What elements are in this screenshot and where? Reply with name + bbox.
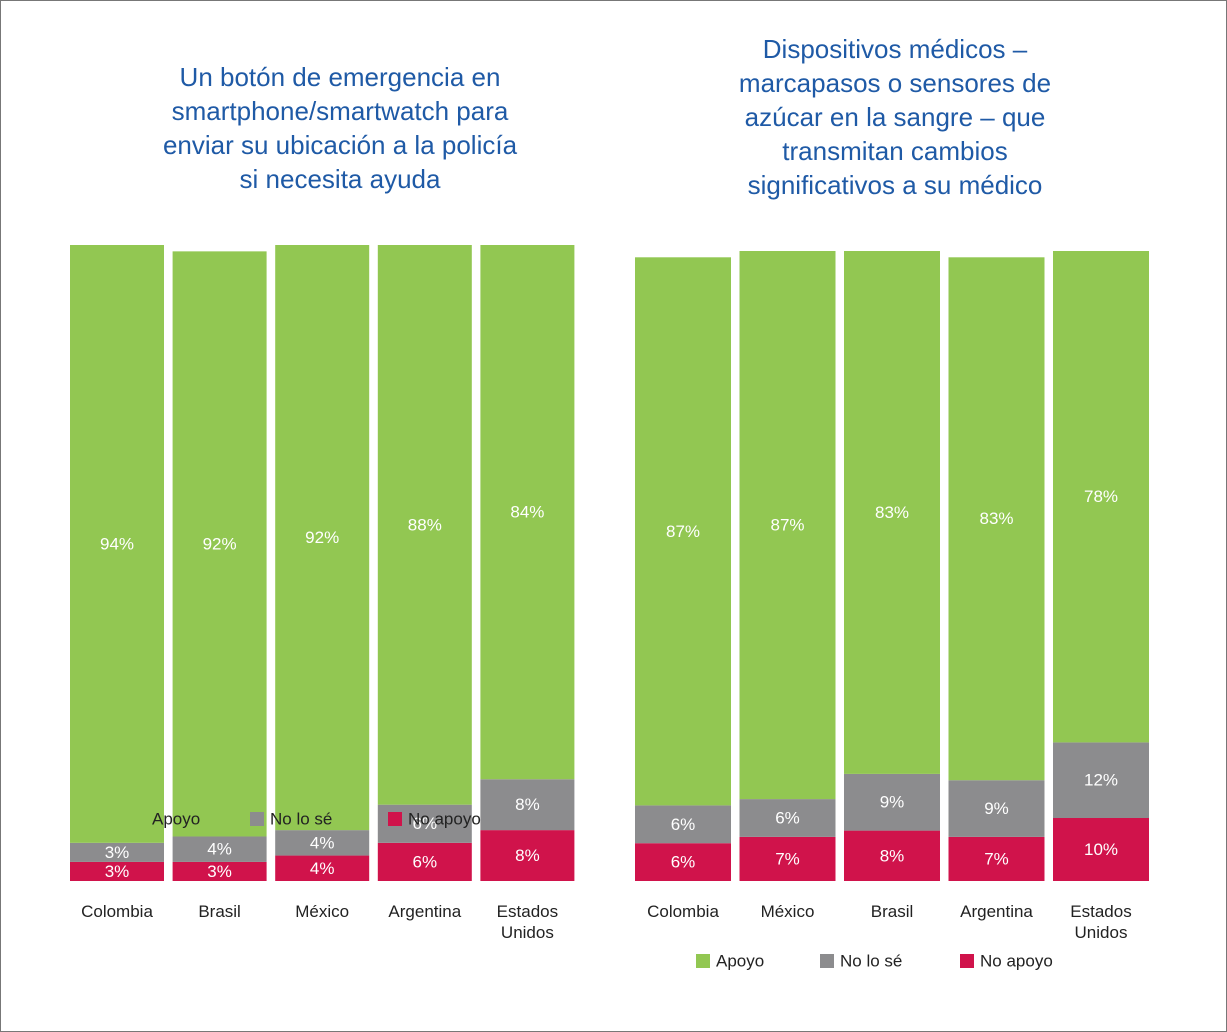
bar-segment xyxy=(635,843,731,881)
x-tick-label: México xyxy=(760,902,815,921)
bar-segment xyxy=(480,830,575,881)
data-label: 6% xyxy=(775,808,800,827)
legend-label: Apoyo xyxy=(152,809,200,828)
bar-segment xyxy=(275,830,370,856)
bar-segment xyxy=(739,799,836,837)
x-tick-label: Argentina xyxy=(388,902,462,921)
bar-segment xyxy=(635,257,731,806)
data-label: 9% xyxy=(880,793,905,812)
bar-segment xyxy=(172,251,267,837)
data-label: 8% xyxy=(880,846,905,865)
bar-segment xyxy=(739,836,836,881)
legend-label: No apoyo xyxy=(980,951,1053,970)
data-label: 78% xyxy=(1084,487,1118,506)
x-tick-label: Colombia xyxy=(81,902,153,921)
bar-segment xyxy=(635,805,731,844)
data-label: 4% xyxy=(310,859,335,878)
x-tick-label: Argentina xyxy=(960,902,1033,921)
x-tick-label: Estados Unidos xyxy=(1070,902,1132,942)
data-label: 6% xyxy=(671,815,696,834)
data-label: 87% xyxy=(666,522,700,541)
x-tick-label: Estados Unidos xyxy=(496,902,559,942)
bar-segment xyxy=(70,861,164,881)
data-label: 7% xyxy=(984,849,1009,868)
bar-segment xyxy=(948,836,1045,881)
bar-segment xyxy=(1053,251,1149,743)
bar-segment xyxy=(172,836,267,862)
bar-segment xyxy=(275,855,370,881)
data-label: 94% xyxy=(100,534,134,553)
x-tick-label: México xyxy=(295,902,350,921)
data-label: 6% xyxy=(413,814,438,833)
x-tick-label: Brasil xyxy=(870,902,914,921)
bar-segment xyxy=(275,245,370,831)
chart-title: Un botón de emergencia en smartphone/sma… xyxy=(162,62,518,194)
legend-label: No lo sé xyxy=(270,809,332,828)
data-label: 92% xyxy=(305,528,339,547)
x-tick-label: Colombia xyxy=(647,902,719,921)
data-label: 6% xyxy=(413,852,438,871)
legend-swatch xyxy=(960,954,974,968)
data-label: 9% xyxy=(984,799,1009,818)
legend-swatch xyxy=(250,812,264,826)
bar-segment xyxy=(480,779,575,831)
data-label: 8% xyxy=(515,846,540,865)
data-label: 10% xyxy=(1084,840,1118,859)
legend-swatch xyxy=(696,954,710,968)
legend-label: No apoyo xyxy=(408,809,481,828)
legend-swatch xyxy=(820,954,834,968)
data-label: 3% xyxy=(207,862,232,881)
data-label: 12% xyxy=(1084,771,1118,790)
data-label: 4% xyxy=(207,840,232,859)
bar-segment xyxy=(1053,742,1149,818)
bar-segment xyxy=(844,773,940,831)
data-label: 6% xyxy=(671,853,696,872)
legend-label: No lo sé xyxy=(840,951,902,970)
legend-label: Apoyo xyxy=(716,951,764,970)
bar-segment xyxy=(172,861,267,881)
bar-segment xyxy=(948,780,1045,837)
bar-segment xyxy=(739,251,836,800)
bar-segment xyxy=(480,245,575,780)
data-label: 4% xyxy=(310,833,335,852)
bar-segment xyxy=(377,842,472,881)
legend-swatch xyxy=(132,812,146,826)
bar-segment xyxy=(377,245,472,805)
data-label: 84% xyxy=(510,503,544,522)
x-tick-label: Brasil xyxy=(198,902,241,921)
bar-segment xyxy=(70,842,164,862)
bar-segment xyxy=(948,257,1045,781)
data-label: 83% xyxy=(875,503,909,522)
chart-title: Dispositivos médicos – marcapasos o sens… xyxy=(738,34,1052,200)
data-label: 87% xyxy=(770,516,804,535)
data-label: 88% xyxy=(408,515,442,534)
data-label: 8% xyxy=(515,795,540,814)
bar-segment xyxy=(844,830,940,881)
data-label: 83% xyxy=(979,509,1013,528)
legend-swatch xyxy=(388,812,402,826)
bar-segment xyxy=(70,245,164,843)
data-label: 92% xyxy=(203,534,237,553)
data-label: 3% xyxy=(105,843,130,862)
bar-segment xyxy=(1053,818,1149,881)
data-label: 3% xyxy=(105,862,130,881)
bar-segment xyxy=(844,251,940,774)
data-label: 7% xyxy=(775,849,800,868)
